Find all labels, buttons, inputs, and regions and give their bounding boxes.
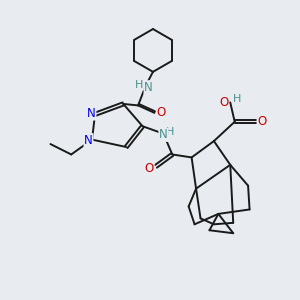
Text: N: N [87, 107, 96, 120]
Text: O: O [156, 106, 166, 119]
Text: H: H [135, 80, 143, 90]
Text: N: N [159, 128, 168, 141]
Text: O: O [145, 162, 154, 175]
Text: H: H [232, 94, 241, 104]
Text: O: O [257, 115, 267, 128]
Text: O: O [219, 96, 228, 109]
Text: N: N [144, 81, 153, 94]
Text: H: H [166, 127, 175, 137]
Text: N: N [84, 134, 93, 147]
